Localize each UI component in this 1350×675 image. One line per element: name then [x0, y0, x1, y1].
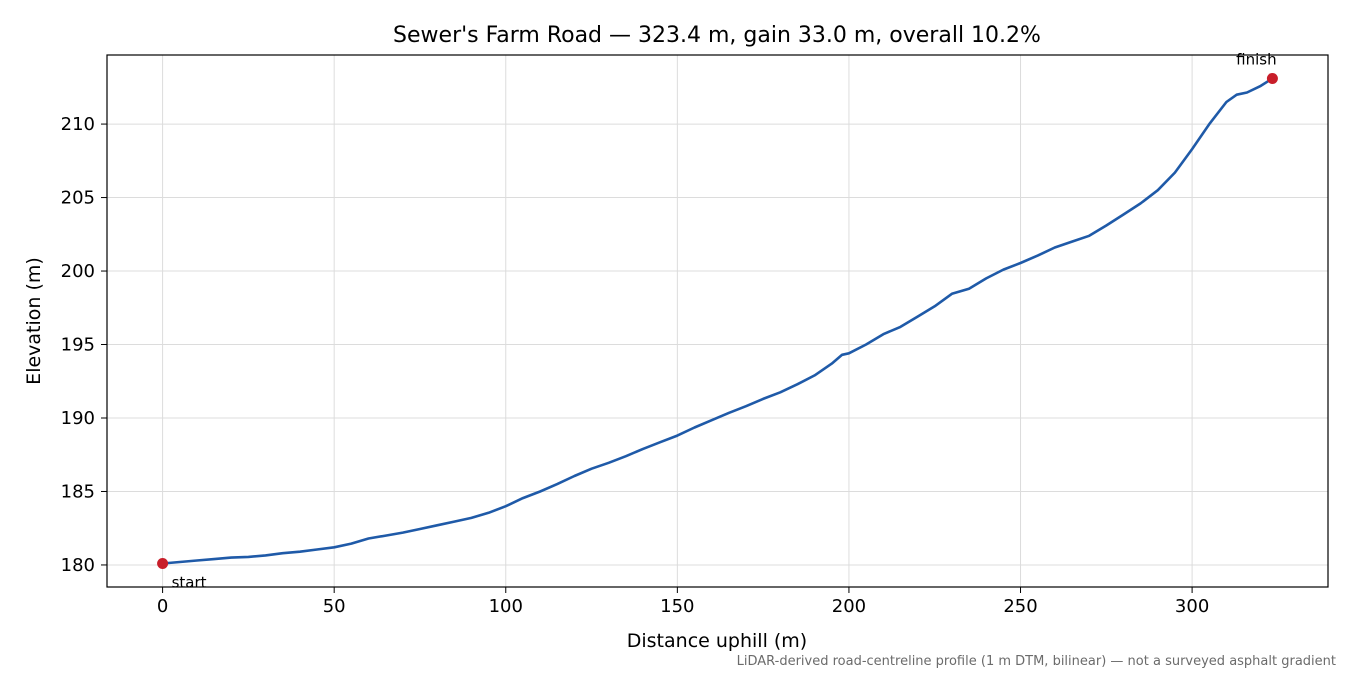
finish-label: finish [1236, 51, 1276, 69]
y-tick-label: 195 [61, 335, 95, 356]
x-tick-label: 300 [1175, 596, 1209, 617]
axis-ticks: 0 50 100 150 200 250 300 180 185 190 195 200 205 210 [61, 114, 1210, 617]
x-axis-label: Distance uphill (m) [627, 630, 807, 652]
series-layer [161, 77, 1274, 565]
x-tick-label: 100 [489, 596, 523, 617]
start-label: start [172, 573, 207, 591]
grid [107, 55, 1328, 587]
elevation-line [161, 77, 1274, 565]
y-tick-label: 205 [61, 188, 95, 209]
chart-title: Sewer's Farm Road — 323.4 m, gain 33.0 m… [393, 23, 1041, 48]
x-tick-label: 50 [323, 596, 346, 617]
y-tick-label: 185 [61, 481, 95, 502]
annotations: start finish [157, 51, 1278, 591]
start-marker [157, 557, 169, 569]
footnote: LiDAR-derived road-centreline profile (1… [737, 654, 1336, 669]
x-tick-label: 200 [832, 596, 866, 617]
y-tick-label: 180 [61, 555, 95, 576]
finish-marker [1266, 73, 1278, 85]
x-tick-label: 150 [660, 596, 694, 617]
x-tick-label: 250 [1003, 596, 1037, 617]
x-tick-label: 0 [157, 596, 168, 617]
y-axis-label: Elevation (m) [23, 257, 45, 385]
y-tick-label: 190 [61, 408, 95, 429]
y-tick-label: 200 [61, 261, 95, 282]
y-tick-label: 210 [61, 114, 95, 135]
plot-frame [106, 54, 1329, 588]
